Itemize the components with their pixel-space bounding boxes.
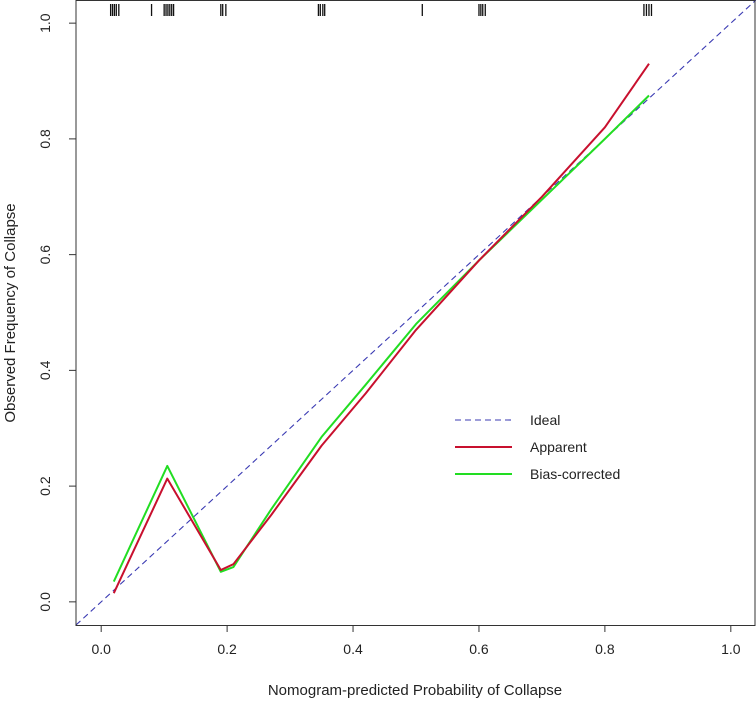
legend-label: Bias-corrected — [530, 466, 620, 482]
rug-marks — [109, 4, 653, 16]
y-tick-label: 0.0 — [37, 592, 53, 612]
x-tick-label: 0.0 — [91, 641, 111, 657]
x-axis-label: Nomogram-predicted Probability of Collap… — [268, 682, 562, 699]
x-tick-label: 0.8 — [595, 641, 615, 657]
y-tick-label: 1.0 — [37, 13, 53, 33]
plot-frame — [75, 0, 756, 626]
plot-series — [75, 0, 756, 626]
x-tick-label: 1.0 — [721, 641, 741, 657]
series-line-apparent — [112, 63, 650, 594]
x-tick-label: 0.6 — [469, 641, 489, 657]
legend-label: Ideal — [530, 412, 560, 428]
axes: 0.0 0.2 0.4 0.6 0.8 1.0 0.0 0.2 0.4 0.6 0.8 1.0 — [37, 13, 741, 657]
series-line-ideal — [75, 0, 756, 626]
y-tick-label: 0.4 — [37, 360, 53, 380]
y-tick-label: 0.8 — [37, 129, 53, 149]
y-tick-label: 0.6 — [37, 245, 53, 265]
x-tick-label: 0.4 — [343, 641, 363, 657]
x-tick-label: 0.2 — [217, 641, 237, 657]
legend: Ideal Apparent Bias-corrected — [455, 412, 620, 482]
y-tick-label: 0.2 — [37, 476, 53, 496]
y-axis-label: Observed Frequency of Collapse — [2, 203, 19, 422]
legend-label: Apparent — [530, 439, 587, 455]
